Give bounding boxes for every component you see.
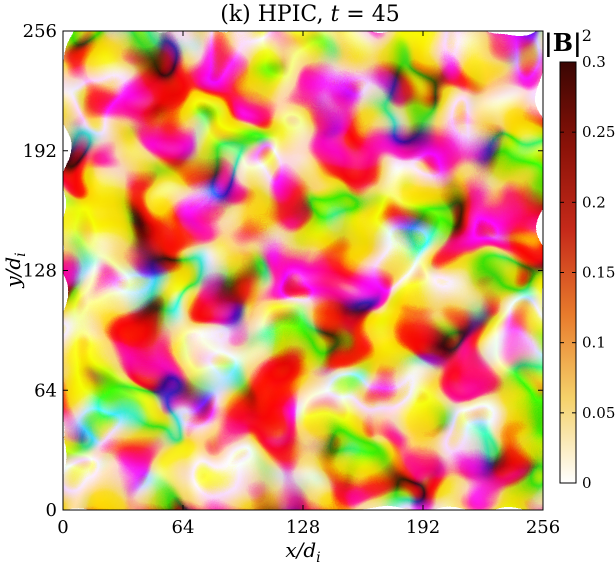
x-tick-label: 128 bbox=[286, 517, 320, 538]
x-tick-label: 0 bbox=[57, 517, 68, 538]
colorbar-tick-label: 0.15 bbox=[582, 264, 615, 282]
colorbar-tick-label: 0.3 bbox=[582, 53, 606, 71]
colorbar-tick-label: 0.1 bbox=[582, 334, 606, 352]
x-axis-label-main: x/d bbox=[285, 538, 316, 562]
y-axis-label: y/di bbox=[1, 252, 29, 288]
y-tick-label: 256 bbox=[23, 21, 57, 42]
colorbar-label-main: |B| bbox=[544, 28, 582, 57]
colorbar-tick-label: 0.05 bbox=[582, 404, 615, 422]
colorbar-tick-label: 0.2 bbox=[582, 193, 606, 211]
y-tick-label: 128 bbox=[23, 261, 57, 282]
x-axis-ticks: 0 64 128 192 256 bbox=[57, 31, 560, 538]
heatmap-image bbox=[63, 31, 543, 510]
y-tick-label: 0 bbox=[46, 500, 57, 521]
colorbar-label-sup: 2 bbox=[582, 26, 592, 45]
x-axis-label: x/di bbox=[285, 538, 320, 564]
colorbar-tick-label: 0 bbox=[582, 474, 592, 492]
chart-title-variable: t bbox=[330, 2, 339, 27]
chart-title: (k) HPIC, t = 45 bbox=[220, 2, 399, 27]
y-axis-label-sub: i bbox=[13, 252, 29, 256]
y-axis-ticks: 0 64 128 192 256 bbox=[23, 21, 543, 521]
colorbar: 0 0.05 0.1 0.15 0.2 0.25 0.3 |B|2 bbox=[544, 26, 615, 492]
y-tick-label: 192 bbox=[23, 141, 57, 162]
chart-title-prefix: (k) HPIC, bbox=[220, 2, 330, 27]
x-tick-label: 64 bbox=[172, 517, 195, 538]
x-tick-label: 192 bbox=[406, 517, 440, 538]
x-tick-label: 256 bbox=[526, 517, 560, 538]
y-tick-label: 64 bbox=[34, 380, 57, 401]
x-axis-label-sub: i bbox=[316, 550, 320, 564]
chart-title-suffix: = 45 bbox=[339, 2, 399, 27]
colorbar-tick-label: 0.25 bbox=[582, 123, 615, 141]
heatmap-field bbox=[63, 31, 543, 510]
y-axis-label-main: y/d bbox=[1, 257, 25, 289]
colorbar-ticks: 0 0.05 0.1 0.15 0.2 0.25 0.3 bbox=[560, 53, 615, 492]
colorbar-label: |B|2 bbox=[544, 26, 592, 57]
